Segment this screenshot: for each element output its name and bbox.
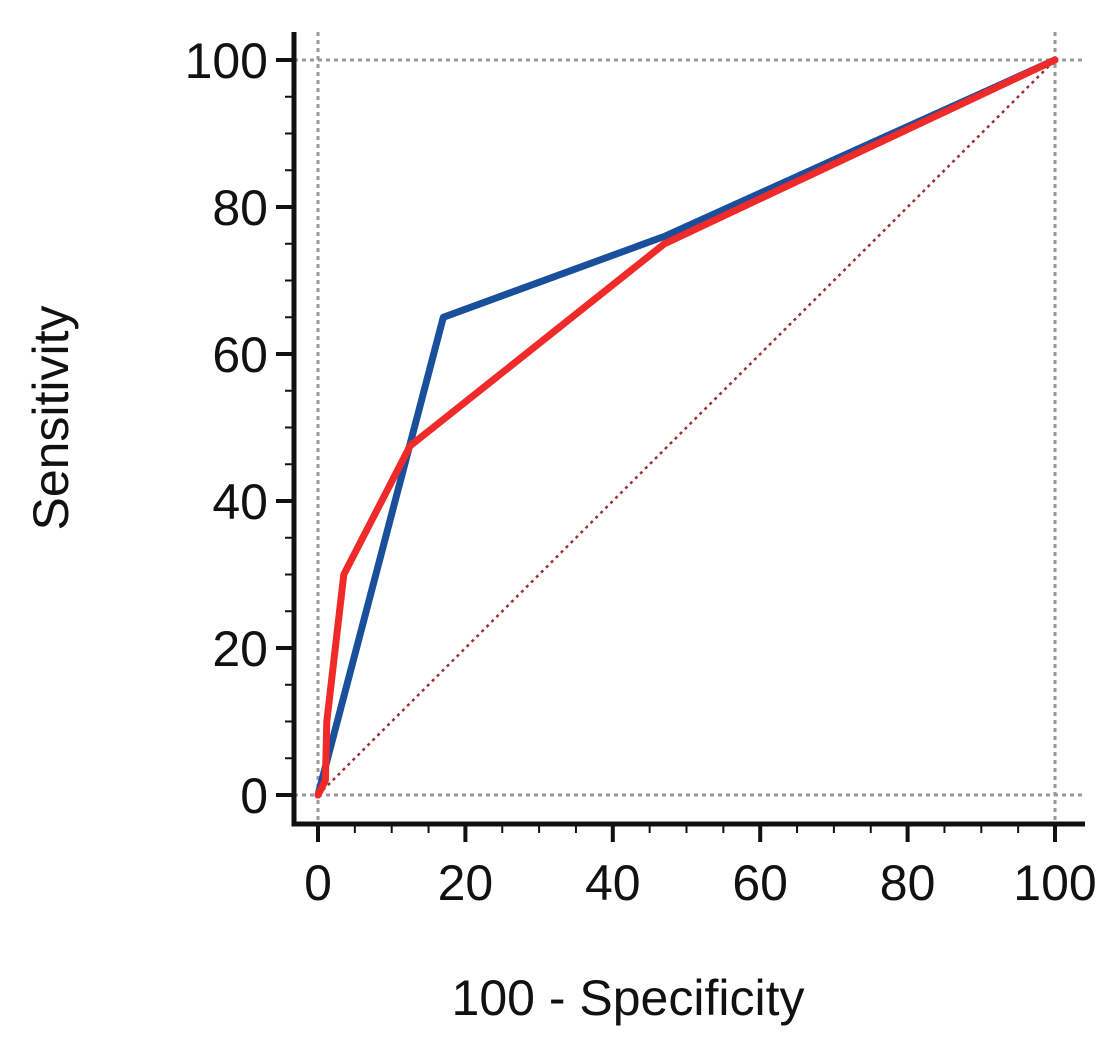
red-roc-line xyxy=(314,56,1059,799)
series-layer xyxy=(314,56,1059,799)
axes xyxy=(291,32,1085,827)
x-tick-label: 60 xyxy=(732,855,788,911)
chance-line xyxy=(317,59,1056,796)
y-tick-label: 80 xyxy=(212,180,268,236)
y-tick-label: 100 xyxy=(185,33,268,89)
gridlines xyxy=(294,32,1082,824)
x-tick-label: 20 xyxy=(438,855,494,911)
x-tick-label: 40 xyxy=(585,855,641,911)
x-axis-title: 100 - Specificity xyxy=(452,970,805,1026)
y-tick-label: 20 xyxy=(212,621,268,677)
x-tick-label: 0 xyxy=(304,855,332,911)
y-tick-label: 60 xyxy=(212,327,268,383)
ticks: 0 20 40 60 80 100 0 20 40 60 80 100 xyxy=(185,33,1097,911)
y-tick-label: 0 xyxy=(240,768,268,824)
reference-line-layer xyxy=(317,59,1056,796)
x-tick-label: 80 xyxy=(880,855,936,911)
y-axis-title: Sensitivity xyxy=(23,305,79,530)
x-tick-label: 100 xyxy=(1013,855,1096,911)
y-tick-label: 40 xyxy=(212,474,268,530)
